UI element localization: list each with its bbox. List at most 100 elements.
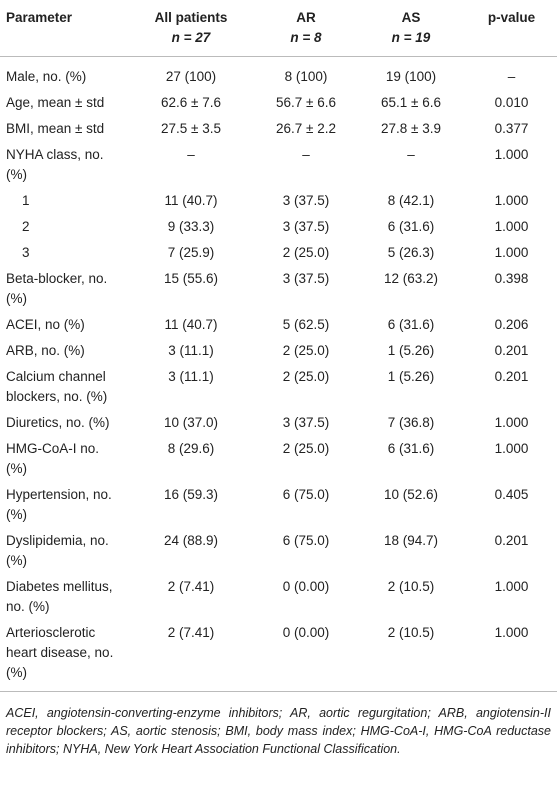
header-row: Parameter All patients n = 27 AR n = 8 AS n = … bbox=[0, 0, 557, 57]
header-cell: All patients n = 27 bbox=[126, 0, 256, 57]
row-label: Calcium channel blockers, no. (%) bbox=[6, 369, 108, 404]
cell: 16 (59.3) bbox=[163, 487, 219, 502]
cell: 27.8 ± 3.9 bbox=[381, 121, 441, 136]
cell: 1.000 bbox=[494, 245, 529, 260]
cell: 7 (25.9) bbox=[167, 245, 215, 260]
cell: 3 (37.5) bbox=[282, 193, 330, 208]
cell: 6 (75.0) bbox=[282, 487, 330, 502]
table-body: Male, no. (%) 27 (100) 8 (100) 19 (100) – Age… bbox=[0, 57, 557, 692]
cell: 3 (11.1) bbox=[168, 369, 214, 384]
cell: 1.000 bbox=[494, 193, 529, 208]
cell: 6 (31.6) bbox=[387, 317, 435, 332]
cell: 1 (5.26) bbox=[387, 369, 435, 384]
cell: 1.000 bbox=[494, 625, 529, 640]
cell: 65.1 ± 6.6 bbox=[381, 95, 441, 110]
table-row: BMI, mean ± std 27.5 ± 3.5 26.7 ± 2.2 27.8 … bbox=[0, 116, 557, 142]
cell: – bbox=[507, 69, 516, 84]
cell: 2 (25.0) bbox=[282, 441, 330, 456]
cell: 3 (37.5) bbox=[282, 219, 330, 234]
table-row: 2 9 (33.3) 3 (37.5) 6 (31.6) 1.000 bbox=[0, 214, 557, 240]
cell: 3 (11.1) bbox=[168, 343, 214, 358]
cell: 1.000 bbox=[494, 219, 529, 234]
cell: 62.6 ± 7.6 bbox=[161, 95, 221, 110]
cell: 7 (36.8) bbox=[387, 415, 435, 430]
row-label: Hypertension, no. (%) bbox=[6, 487, 112, 522]
cell: 0 (0.00) bbox=[282, 625, 330, 640]
table-row: Arteriosclerotic heart disease, no. (%) 2… bbox=[0, 620, 557, 692]
header-n: n = 19 bbox=[391, 30, 431, 45]
table-row: ARB, no. (%) 3 (11.1) 2 (25.0) 1 (5.26) 0.20… bbox=[0, 338, 557, 364]
header-n: n = 8 bbox=[290, 30, 322, 45]
cell: 56.7 ± 6.6 bbox=[276, 95, 336, 110]
header-label: AS bbox=[401, 10, 421, 25]
table-row: Male, no. (%) 27 (100) 8 (100) 19 (100) – bbox=[0, 57, 557, 91]
cell: 27 (100) bbox=[165, 69, 217, 84]
table-row: Calcium channel blockers, no. (%) 3 (11.1… bbox=[0, 364, 557, 410]
header-cell: p-value bbox=[466, 0, 557, 57]
cell: 0.201 bbox=[494, 369, 529, 384]
table-row: ACEI, no (%) 11 (40.7) 5 (62.5) 6 (31.6) 0.2… bbox=[0, 312, 557, 338]
row-label: BMI, mean ± std bbox=[6, 121, 105, 136]
cell: 8 (42.1) bbox=[387, 193, 435, 208]
cell: 11 (40.7) bbox=[164, 317, 218, 332]
cell: 2 (10.5) bbox=[387, 625, 435, 640]
table-row: Diabetes mellitus, no. (%) 2 (7.41) 0 (0.0… bbox=[0, 574, 557, 620]
header-label: p-value bbox=[487, 10, 536, 25]
row-label: Diabetes mellitus, no. (%) bbox=[6, 579, 113, 614]
table-row: 3 7 (25.9) 2 (25.0) 5 (26.3) 1.000 bbox=[0, 240, 557, 266]
cell: 0.398 bbox=[494, 271, 529, 286]
cell: 18 (94.7) bbox=[383, 533, 439, 548]
data-table: Parameter All patients n = 27 AR n = 8 AS n = … bbox=[0, 0, 557, 692]
cell: 8 (29.6) bbox=[167, 441, 215, 456]
row-label: ARB, no. (%) bbox=[6, 343, 85, 358]
cell: 3 (37.5) bbox=[282, 271, 330, 286]
cell: 5 (26.3) bbox=[387, 245, 435, 260]
row-label: Beta-blocker, no. (%) bbox=[6, 271, 108, 306]
cell: 2 (7.41) bbox=[167, 579, 215, 594]
cell: 0 (0.00) bbox=[282, 579, 330, 594]
cell: 1.000 bbox=[494, 579, 529, 594]
cell: – bbox=[302, 147, 310, 162]
row-label: Diuretics, no. (%) bbox=[6, 415, 110, 430]
row-label: HMG-CoA-I no. (%) bbox=[6, 441, 100, 476]
cell: 2 (25.0) bbox=[282, 369, 330, 384]
cell: 9 (33.3) bbox=[167, 219, 215, 234]
cell: 8 (100) bbox=[284, 69, 328, 84]
cell: 24 (88.9) bbox=[163, 533, 219, 548]
cell: 11 (40.7) bbox=[164, 193, 218, 208]
header-cell: AR n = 8 bbox=[256, 0, 356, 57]
cell: 1 (5.26) bbox=[387, 343, 435, 358]
footnote: ACEI, angiotensin-converting-enzyme inhi… bbox=[6, 706, 551, 756]
header-cell: AS n = 19 bbox=[356, 0, 466, 57]
table-row: NYHA class, no. (%) – – – 1.000 bbox=[0, 142, 557, 188]
table-row: Hypertension, no. (%) 16 (59.3) 6 (75.0) 10… bbox=[0, 482, 557, 528]
cell: 6 (75.0) bbox=[282, 533, 330, 548]
cell: 10 (52.6) bbox=[383, 487, 439, 502]
cell: 2 (7.41) bbox=[167, 625, 215, 640]
cell: 6 (31.6) bbox=[387, 219, 435, 234]
cell: 2 (25.0) bbox=[282, 343, 330, 358]
table-row: Beta-blocker, no. (%) 15 (55.6) 3 (37.5) 12… bbox=[0, 266, 557, 312]
cell: 0.377 bbox=[494, 121, 529, 136]
cell: 2 (10.5) bbox=[387, 579, 435, 594]
cell: 10 (37.0) bbox=[163, 415, 219, 430]
row-label: NYHA class, no. (%) bbox=[6, 147, 104, 182]
table-row: Diuretics, no. (%) 10 (37.0) 3 (37.5) 7 (36… bbox=[0, 410, 557, 436]
row-label: 2 bbox=[22, 219, 30, 234]
cell: 19 (100) bbox=[385, 69, 437, 84]
header-cell: Parameter bbox=[0, 0, 126, 57]
row-label: Arteriosclerotic heart disease, no. (%) bbox=[6, 625, 114, 680]
row-label: 3 bbox=[22, 245, 30, 260]
cell: 5 (62.5) bbox=[282, 317, 330, 332]
header-n: n = 27 bbox=[171, 30, 211, 45]
cell: 3 (37.5) bbox=[282, 415, 330, 430]
table-row: Dyslipidemia, no. (%) 24 (88.9) 6 (75.0) 18… bbox=[0, 528, 557, 574]
cell: 0.405 bbox=[494, 487, 529, 502]
cell: 0.201 bbox=[494, 533, 529, 548]
cell: 0.010 bbox=[494, 95, 529, 110]
cell: 1.000 bbox=[494, 147, 529, 162]
row-label: 1 bbox=[22, 193, 30, 208]
table-row: HMG-CoA-I no. (%) 8 (29.6) 2 (25.0) 6 (31.6… bbox=[0, 436, 557, 482]
row-label: Dyslipidemia, no. (%) bbox=[6, 533, 109, 568]
